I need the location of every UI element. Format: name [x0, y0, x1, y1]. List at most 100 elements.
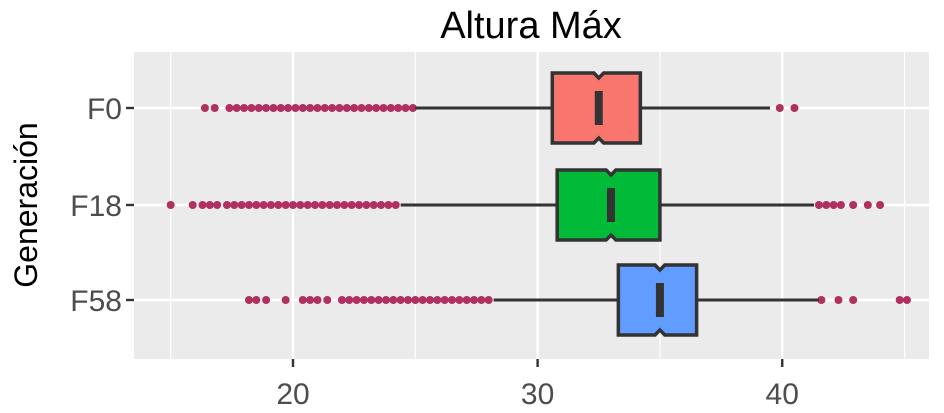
- outlier-point: [814, 201, 823, 209]
- outlier-point: [401, 104, 410, 112]
- outlier-point: [269, 104, 278, 112]
- outlier-point: [247, 104, 256, 112]
- outlier-point: [396, 296, 405, 304]
- outlier-point: [281, 296, 290, 304]
- y-tick-label: F0: [87, 93, 122, 126]
- outlier-point: [240, 104, 249, 112]
- outlier-point: [188, 201, 197, 209]
- outlier-point: [895, 296, 904, 304]
- outlier-point: [306, 296, 315, 304]
- outlier-point: [298, 104, 307, 112]
- y-axis-label: Generación: [8, 122, 44, 287]
- outlier-point: [289, 201, 297, 209]
- outlier-point: [822, 201, 831, 209]
- outlier-point: [166, 201, 175, 209]
- outlier-point: [232, 104, 241, 112]
- outlier-point: [284, 104, 293, 112]
- outlier-point: [225, 104, 234, 112]
- outlier-point: [281, 201, 290, 209]
- outlier-point: [252, 296, 261, 304]
- outlier-point: [313, 104, 322, 112]
- outlier-point: [381, 296, 390, 304]
- y-axis-ticks: F0 F18 F58: [70, 93, 134, 318]
- outlier-point: [440, 296, 449, 304]
- outlier-point: [357, 104, 366, 112]
- outlier-point: [829, 201, 838, 209]
- outlier-point: [205, 201, 214, 209]
- outlier-point: [377, 201, 386, 209]
- outlier-point: [320, 104, 329, 112]
- box-f0: [200, 71, 799, 145]
- outlier-point: [379, 104, 388, 112]
- outlier-point: [244, 201, 253, 209]
- outlier-point: [364, 104, 373, 112]
- outlier-point: [790, 104, 799, 112]
- chart-title: Altura Máx: [440, 5, 622, 47]
- outlier-point: [200, 104, 209, 112]
- outlier-point: [849, 296, 858, 304]
- outlier-point: [198, 201, 207, 209]
- outlier-point: [340, 201, 349, 209]
- outlier-point: [213, 201, 222, 209]
- outlier-point: [323, 296, 332, 304]
- outlier-point: [477, 296, 486, 304]
- y-tick-label: F18: [70, 190, 122, 223]
- outlier-point: [372, 104, 381, 112]
- outlier-point: [367, 296, 376, 304]
- outlier-point: [210, 104, 219, 112]
- outlier-point: [359, 296, 368, 304]
- outlier-point: [386, 104, 395, 112]
- outlier-point: [836, 201, 845, 209]
- outlier-point: [274, 201, 283, 209]
- outlier-point: [318, 201, 327, 209]
- outlier-point: [335, 104, 344, 112]
- outlier-point: [425, 296, 434, 304]
- outlier-point: [325, 201, 334, 209]
- outlier-point: [244, 296, 253, 304]
- outlier-point: [262, 104, 271, 112]
- outlier-point: [311, 201, 320, 209]
- outlier-point: [418, 296, 427, 304]
- outlier-point: [342, 104, 351, 112]
- outlier-point: [408, 104, 417, 112]
- outlier-point: [266, 201, 275, 209]
- x-tick-label: 40: [766, 378, 799, 411]
- outlier-point: [484, 296, 493, 304]
- x-axis-ticks: 20 30 40: [276, 359, 799, 411]
- outlier-point: [462, 296, 471, 304]
- outlier-point: [254, 104, 263, 112]
- outlier-point: [411, 296, 420, 304]
- outlier-point: [328, 104, 337, 112]
- outlier-point: [313, 296, 322, 304]
- outlier-point: [347, 201, 356, 209]
- outlier-point: [389, 296, 398, 304]
- outlier-point: [296, 201, 305, 209]
- y-tick-label: F58: [70, 285, 122, 318]
- outlier-point: [470, 296, 479, 304]
- outlier-point: [298, 296, 307, 304]
- box-f58: [244, 263, 911, 337]
- outlier-point: [337, 296, 346, 304]
- x-tick-label: 20: [276, 378, 309, 411]
- outlier-point: [237, 201, 246, 209]
- outlier-point: [394, 104, 403, 112]
- outlier-point: [448, 296, 456, 304]
- outlier-point: [222, 201, 231, 209]
- outlier-point: [306, 104, 315, 112]
- outlier-point: [849, 201, 858, 209]
- outlier-point: [291, 104, 300, 112]
- outlier-point: [391, 201, 400, 209]
- x-tick-label: 30: [521, 378, 554, 411]
- outlier-point: [362, 201, 371, 209]
- outlier-point: [902, 296, 911, 304]
- outlier-point: [252, 201, 261, 209]
- outlier-point: [834, 296, 843, 304]
- outlier-point: [262, 296, 271, 304]
- outlier-point: [863, 201, 872, 209]
- outlier-point: [817, 296, 826, 304]
- outlier-point: [333, 201, 342, 209]
- outlier-point: [876, 201, 885, 209]
- outlier-point: [230, 201, 239, 209]
- outlier-point: [433, 296, 442, 304]
